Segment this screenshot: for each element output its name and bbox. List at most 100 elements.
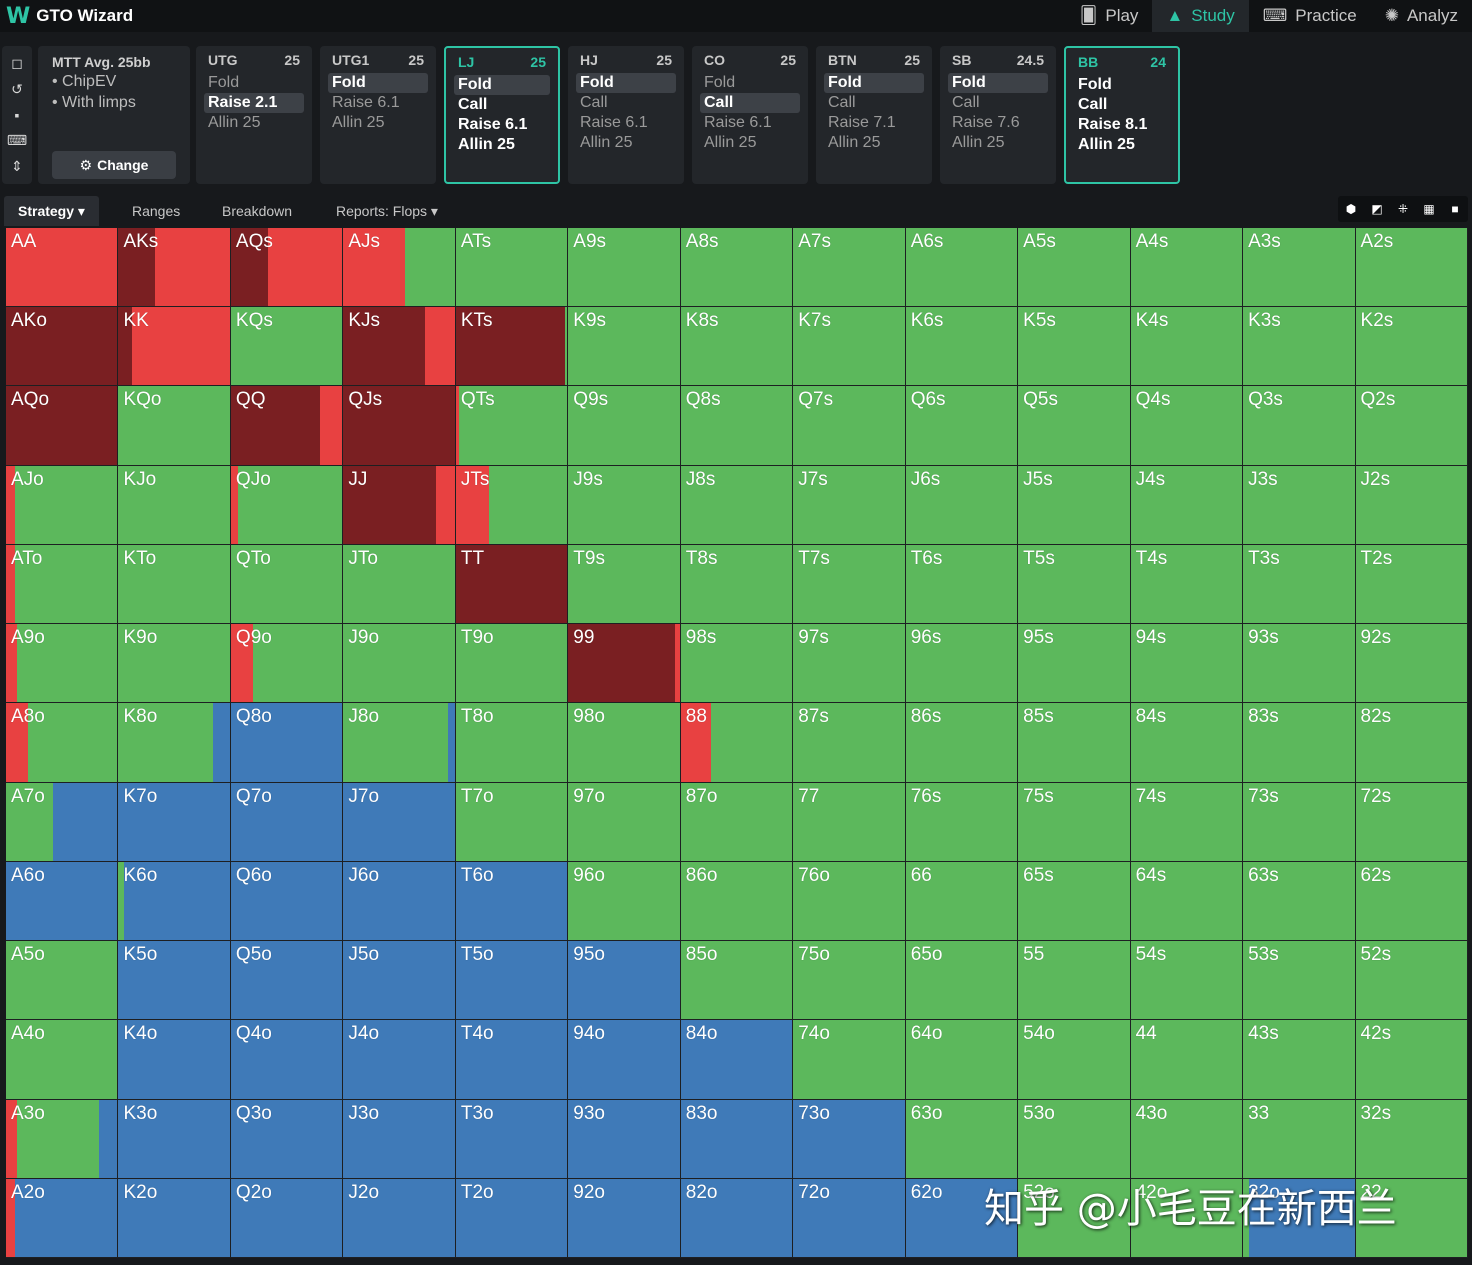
hand-cell[interactable]: 22 [1355, 1178, 1468, 1258]
action-allin-25[interactable]: Allin 25 [208, 114, 261, 131]
hand-cell[interactable]: A3s [1243, 228, 1356, 308]
collapse-icon[interactable]: ⇕ [11, 158, 23, 175]
hand-cell[interactable]: 86o [680, 861, 794, 942]
hand-cell[interactable]: J5o [343, 941, 456, 1021]
hand-cell[interactable]: 72s [1355, 782, 1468, 862]
hand-cell[interactable]: A5s [1018, 228, 1131, 308]
hand-cell[interactable]: 92o [568, 1178, 681, 1258]
hand-cell[interactable]: 83o [680, 1099, 794, 1179]
action-raise-7-1[interactable]: Raise 7.1 [828, 114, 896, 131]
tab-reports-flops[interactable]: Reports: Flops ▾ [336, 203, 438, 219]
hand-cell[interactable]: 85s [1018, 703, 1131, 783]
hand-cell[interactable]: J9o [343, 624, 456, 704]
position-card-sb[interactable]: SB 24.5 Fold Call Raise 7.6 Allin 25 [940, 46, 1056, 184]
hand-cell[interactable]: K7s [793, 307, 906, 387]
hand-cell[interactable]: 84s [1130, 703, 1244, 783]
hand-cell[interactable]: 98o [568, 703, 681, 783]
hand-cell[interactable]: A8o [6, 703, 119, 783]
action-allin-25[interactable]: Allin 25 [332, 114, 385, 131]
hand-cell[interactable]: T3o [455, 1099, 569, 1179]
hand-cell[interactable]: Q8s [680, 386, 794, 466]
position-card-utg[interactable]: UTG 25 Fold Raise 2.1 Allin 25 [196, 46, 312, 184]
bookmark-icon[interactable]: ◻ [11, 54, 23, 71]
action-call[interactable]: Call [458, 96, 488, 113]
action-fold[interactable]: Fold [208, 74, 240, 91]
hand-cell[interactable]: 62s [1355, 861, 1468, 942]
action-allin-25[interactable]: Allin 25 [580, 134, 633, 151]
hand-cell[interactable]: JTs [455, 465, 569, 545]
hand-cell[interactable]: 43s [1243, 1020, 1356, 1100]
hand-cell[interactable]: J5s [1018, 465, 1131, 545]
hand-cell[interactable]: J8s [680, 465, 794, 545]
hand-cell[interactable]: 87s [793, 703, 906, 783]
hand-cell[interactable]: Q9o [230, 624, 344, 704]
action-allin-25[interactable]: Allin 25 [704, 134, 757, 151]
hand-cell[interactable]: A4s [1130, 228, 1244, 308]
hand-cell[interactable]: K2s [1355, 307, 1468, 387]
hand-cell[interactable]: 52o [1018, 1178, 1131, 1258]
hand-cell[interactable]: KQo [118, 386, 231, 466]
hand-cell[interactable]: AKo [6, 307, 119, 387]
hand-cell[interactable]: K4o [118, 1020, 231, 1100]
hand-cell[interactable]: K8o [118, 703, 231, 783]
position-card-hj[interactable]: HJ 25 Fold Call Raise 6.1 Allin 25 [568, 46, 684, 184]
hand-cell[interactable]: 53o [1018, 1099, 1131, 1179]
action-fold[interactable]: Fold [576, 73, 676, 93]
tab-ranges[interactable]: Ranges [132, 203, 181, 219]
hand-cell[interactable]: K3s [1243, 307, 1356, 387]
hand-cell[interactable]: KTs [455, 307, 569, 387]
action-call[interactable]: Call [580, 94, 608, 111]
hand-cell[interactable]: 98s [680, 624, 794, 704]
hand-cell[interactable]: QQ [230, 386, 344, 466]
hand-cell[interactable]: 82s [1355, 703, 1468, 783]
action-raise-8-1[interactable]: Raise 8.1 [1078, 116, 1148, 133]
hand-cell[interactable]: 55 [1018, 941, 1131, 1021]
hand-cell[interactable]: AQo [6, 386, 119, 466]
hand-cell[interactable]: T8s [680, 544, 794, 625]
hand-cell[interactable]: QTs [455, 386, 569, 466]
hand-cell[interactable]: 72o [793, 1178, 906, 1258]
grid-icon[interactable]: ▦ [1423, 202, 1435, 216]
hand-cell[interactable]: T9o [455, 624, 569, 704]
contrast-icon[interactable]: ◩ [1371, 202, 1383, 216]
hand-cell[interactable]: 92s [1355, 624, 1468, 704]
action-raise-6-1[interactable]: Raise 6.1 [580, 114, 648, 131]
hand-cell[interactable]: A3o [6, 1099, 119, 1179]
hand-cell[interactable]: 54s [1130, 941, 1244, 1021]
hand-cell[interactable]: A2o [6, 1178, 119, 1258]
hand-cell[interactable]: 96o [568, 861, 681, 942]
hand-cell[interactable]: A7o [6, 782, 119, 862]
hand-cell[interactable]: 32s [1355, 1099, 1468, 1179]
save-icon[interactable]: ▪ [14, 106, 20, 123]
hand-cell[interactable]: Q5s [1018, 386, 1131, 466]
hand-cell[interactable]: J2o [343, 1178, 456, 1258]
hand-cell[interactable]: T2o [455, 1178, 569, 1258]
action-fold[interactable]: Fold [948, 73, 1048, 93]
hand-cell[interactable]: ATs [455, 228, 569, 308]
hand-cell[interactable]: KK [118, 307, 231, 387]
hand-cell[interactable]: K5s [1018, 307, 1131, 387]
hand-cell[interactable]: T9s [568, 544, 681, 625]
hand-cell[interactable]: KJo [118, 465, 231, 545]
nav-study[interactable]: ▲ Study [1152, 0, 1249, 32]
hand-cell[interactable]: 95s [1018, 624, 1131, 704]
hand-cell[interactable]: QJo [230, 465, 344, 545]
hand-cell[interactable]: J2s [1355, 465, 1468, 545]
hand-cell[interactable]: 77 [793, 782, 906, 862]
hand-cell[interactable]: 52s [1355, 941, 1468, 1021]
hand-cell[interactable]: 88 [680, 703, 794, 783]
hand-cell[interactable]: 63s [1243, 861, 1356, 942]
hand-cell[interactable]: T4s [1130, 544, 1244, 625]
hand-cell[interactable]: JTo [343, 544, 456, 625]
hand-cell[interactable]: Q6s [905, 386, 1019, 466]
hand-cell[interactable]: 84o [680, 1020, 794, 1100]
hand-cell[interactable]: QTo [230, 544, 344, 625]
hand-cell[interactable]: 93o [568, 1099, 681, 1179]
hand-cell[interactable]: 75s [1018, 782, 1131, 862]
hand-cell[interactable]: A5o [6, 941, 119, 1021]
hand-cell[interactable]: 54o [1018, 1020, 1131, 1100]
hand-cell[interactable]: 42s [1355, 1020, 1468, 1100]
nav-play[interactable]: 🂠 Play [1066, 0, 1152, 32]
hand-cell[interactable]: 76s [905, 782, 1019, 862]
hand-cell[interactable]: T5s [1018, 544, 1131, 625]
